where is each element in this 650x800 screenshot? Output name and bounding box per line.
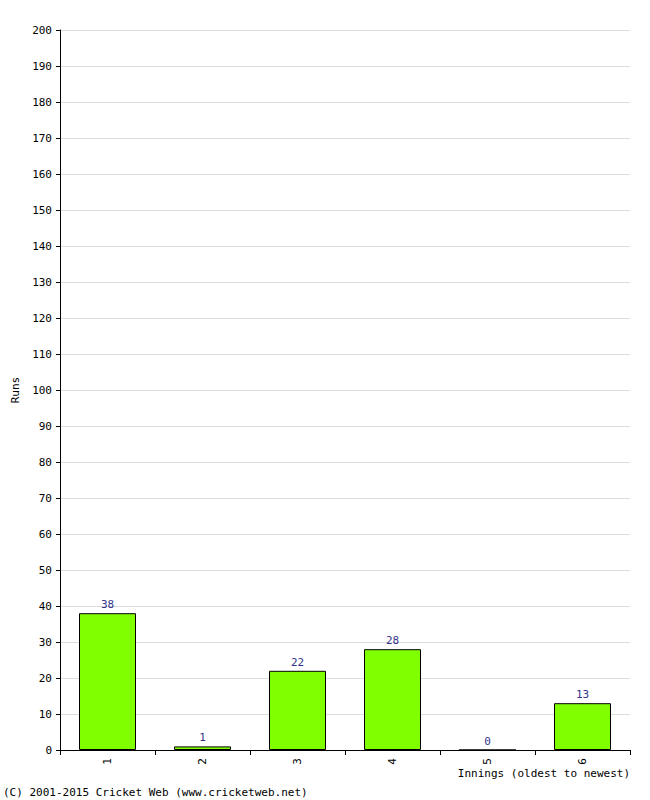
svg-text:160: 160 bbox=[32, 168, 52, 181]
svg-text:60: 60 bbox=[39, 528, 52, 541]
svg-text:0: 0 bbox=[484, 735, 491, 748]
svg-text:22: 22 bbox=[291, 656, 304, 669]
svg-text:38: 38 bbox=[101, 598, 114, 611]
svg-text:10: 10 bbox=[39, 708, 52, 721]
svg-text:150: 150 bbox=[32, 204, 52, 217]
svg-text:5: 5 bbox=[481, 758, 494, 765]
svg-text:180: 180 bbox=[32, 96, 52, 109]
svg-text:6: 6 bbox=[576, 758, 589, 765]
svg-text:110: 110 bbox=[32, 348, 52, 361]
svg-text:(C) 2001-2015 Cricket Web (www: (C) 2001-2015 Cricket Web (www.cricketwe… bbox=[3, 786, 308, 799]
svg-text:190: 190 bbox=[32, 60, 52, 73]
svg-text:100: 100 bbox=[32, 384, 52, 397]
svg-text:90: 90 bbox=[39, 420, 52, 433]
svg-text:170: 170 bbox=[32, 132, 52, 145]
svg-text:0: 0 bbox=[45, 744, 52, 757]
svg-text:120: 120 bbox=[32, 312, 52, 325]
svg-text:200: 200 bbox=[32, 24, 52, 37]
svg-text:2: 2 bbox=[196, 758, 209, 765]
svg-text:Runs: Runs bbox=[9, 377, 22, 404]
svg-text:130: 130 bbox=[32, 276, 52, 289]
svg-text:140: 140 bbox=[32, 240, 52, 253]
svg-text:30: 30 bbox=[39, 636, 52, 649]
svg-text:20: 20 bbox=[39, 672, 52, 685]
svg-text:3: 3 bbox=[291, 758, 304, 765]
svg-text:13: 13 bbox=[576, 688, 589, 701]
svg-text:1: 1 bbox=[199, 731, 206, 744]
svg-text:Innings (oldest to newest): Innings (oldest to newest) bbox=[458, 767, 630, 780]
svg-text:4: 4 bbox=[386, 758, 399, 765]
svg-text:70: 70 bbox=[39, 492, 52, 505]
svg-text:28: 28 bbox=[386, 634, 399, 647]
svg-text:1: 1 bbox=[101, 758, 114, 765]
svg-text:50: 50 bbox=[39, 564, 52, 577]
svg-text:80: 80 bbox=[39, 456, 52, 469]
svg-text:40: 40 bbox=[39, 600, 52, 613]
